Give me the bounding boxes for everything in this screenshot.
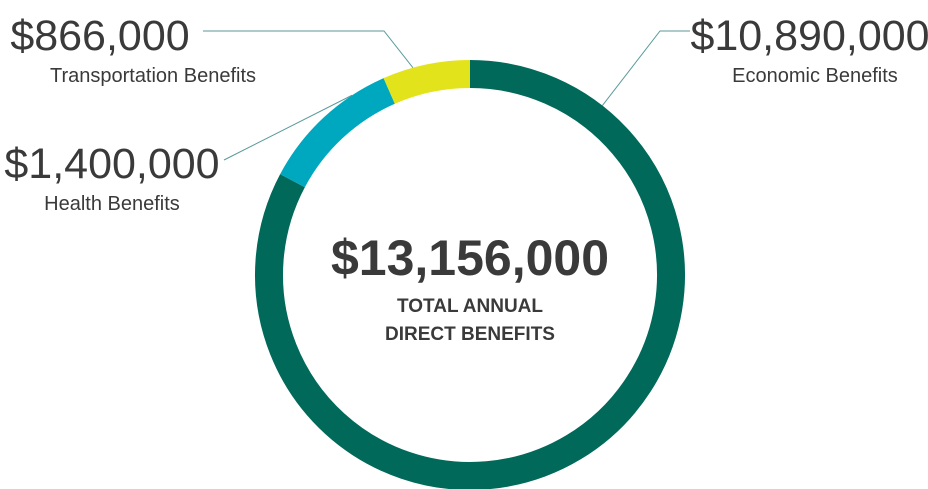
health-value-label: $1,400,000 — [4, 140, 219, 188]
leader-line-health — [223, 94, 353, 161]
donut-slice-transportation — [383, 60, 471, 104]
economic-value-label: $10,890,000 — [690, 12, 928, 60]
transportation-value-label: $866,000 — [10, 12, 189, 60]
leader-line-transportation — [203, 30, 414, 69]
donut-slice-health — [280, 78, 396, 188]
donut-slice-economic — [255, 60, 685, 489]
callout-leader-lines — [203, 30, 690, 161]
total-caption-line1: TOTAL ANNUAL — [397, 296, 543, 317]
health-category-label: Health Benefits — [44, 193, 180, 215]
transportation-category-label: Transportation Benefits — [50, 65, 256, 87]
leader-line-economic — [601, 30, 690, 106]
total-value: $13,156,000 — [331, 230, 609, 286]
economic-category-label: Economic Benefits — [732, 65, 898, 87]
total-caption-line2: DIRECT BENEFITS — [385, 324, 555, 345]
donut-slices — [255, 60, 685, 489]
